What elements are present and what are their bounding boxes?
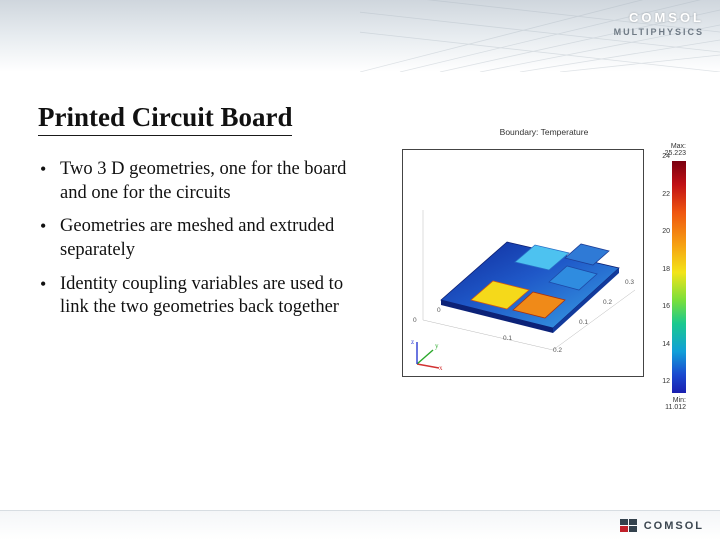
- cbar-tick: 24: [662, 153, 670, 160]
- figure-panel: Boundary: Temperature: [394, 125, 694, 430]
- cbar-tick: 22: [662, 191, 670, 198]
- page-title: Printed Circuit Board: [38, 102, 292, 136]
- brand-name: COMSOL: [614, 10, 704, 25]
- svg-text:z: z: [411, 338, 414, 346]
- svg-text:0: 0: [437, 307, 441, 314]
- footer: COMSOL: [0, 510, 720, 540]
- cbar-tick: 14: [662, 341, 670, 348]
- colorbar-ticks: 24 22 20 18 16 14 12: [662, 153, 670, 385]
- svg-text:x: x: [439, 364, 443, 370]
- cbar-tick: 16: [662, 303, 670, 310]
- bullet-item: Identity coupling variables are used to …: [38, 273, 358, 320]
- cbar-tick: 20: [662, 228, 670, 235]
- header-band: COMSOL MULTIPHYSICS: [0, 0, 720, 72]
- cbar-tick: 12: [662, 378, 670, 385]
- footer-brand: COMSOL: [644, 520, 704, 532]
- bullet-item: Two 3 D geometries, one for the board an…: [38, 158, 358, 205]
- comsol-mark-icon: [620, 519, 638, 533]
- brand-top: COMSOL MULTIPHYSICS: [614, 10, 704, 37]
- plot-box: 0 0.1 0.2 0.1 0.2 0.3 0 x y z: [402, 149, 644, 377]
- svg-text:0.1: 0.1: [579, 319, 588, 326]
- svg-text:0.3: 0.3: [625, 279, 634, 286]
- figure-title: Boundary: Temperature: [394, 127, 694, 137]
- bullet-item: Geometries are meshed and extruded separ…: [38, 215, 358, 262]
- svg-text:0.2: 0.2: [603, 299, 612, 306]
- svg-text:y: y: [435, 342, 439, 350]
- svg-text:0.2: 0.2: [553, 347, 562, 354]
- colorbar-min-label: Min: 11.012: [650, 397, 686, 411]
- bullet-list: Two 3 D geometries, one for the board an…: [38, 158, 358, 320]
- cbar-tick: 18: [662, 266, 670, 273]
- colorbar-gradient: [672, 161, 686, 393]
- svg-text:0.1: 0.1: [503, 335, 512, 342]
- footer-logo: COMSOL: [620, 519, 704, 533]
- content-column: Two 3 D geometries, one for the board an…: [38, 158, 358, 330]
- axis-triad-icon: x y z: [409, 338, 445, 370]
- brand-product: MULTIPHYSICS: [614, 27, 704, 37]
- svg-text:0: 0: [413, 317, 417, 324]
